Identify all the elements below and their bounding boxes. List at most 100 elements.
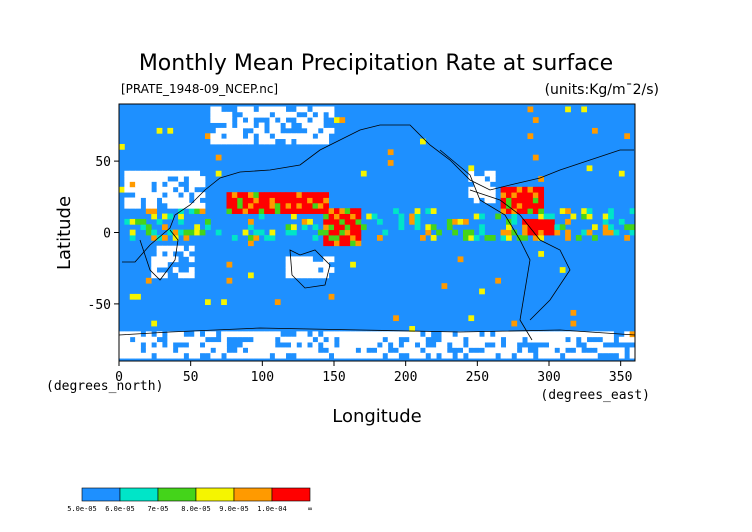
dry-cell <box>489 176 496 182</box>
precip-cell <box>119 143 125 150</box>
dry-cell <box>188 267 195 273</box>
precip-cell <box>506 224 512 231</box>
precip-cell <box>532 192 539 198</box>
dry-cell <box>124 342 131 348</box>
dry-cell <box>532 336 539 343</box>
dry-cell <box>387 352 394 359</box>
dry-cell <box>398 331 405 338</box>
dry-cell <box>129 170 136 177</box>
precip-cell <box>586 213 593 220</box>
precip-cell <box>538 186 545 193</box>
dry-cell <box>205 347 211 354</box>
dry-cell <box>420 352 426 359</box>
precip-cell <box>452 218 459 225</box>
dry-cell <box>178 347 184 354</box>
dry-cell <box>446 336 453 343</box>
y-axis: -50 0 50 <box>88 155 119 313</box>
precip-cell <box>296 202 303 209</box>
colorbar-segment <box>81 487 121 502</box>
dry-cell <box>414 331 421 338</box>
dry-cell <box>162 347 168 354</box>
dry-cell <box>167 192 174 198</box>
colorbar-label: 9.0e-05 <box>219 505 249 513</box>
dry-cell <box>151 176 158 182</box>
precip-cell <box>328 218 335 225</box>
precip-cell <box>323 234 330 241</box>
dry-cell <box>323 342 330 348</box>
precip-cell <box>231 192 238 198</box>
dry-cell <box>210 138 217 145</box>
precip-cell <box>516 197 523 204</box>
precip-cell <box>172 234 179 241</box>
precip-cell <box>608 208 614 214</box>
precip-cell <box>355 224 362 231</box>
dry-cell <box>403 342 410 348</box>
precip-cell <box>549 218 555 225</box>
precip-cell <box>414 213 421 220</box>
precip-cell <box>253 234 260 241</box>
dry-cell <box>317 111 324 118</box>
precip-cell <box>226 208 233 214</box>
dry-cell <box>317 122 324 129</box>
dry-cell <box>339 331 346 338</box>
precip-cell <box>269 234 276 241</box>
dry-cell <box>387 336 394 343</box>
dry-cell <box>226 352 233 359</box>
dry-cell <box>484 336 491 343</box>
precip-cell <box>162 234 168 241</box>
dry-cell <box>565 352 571 359</box>
precip-cell <box>532 234 539 241</box>
precip-cell <box>468 234 475 241</box>
precip-cell <box>538 213 545 220</box>
dry-cell <box>215 347 222 354</box>
precip-cell <box>581 229 588 236</box>
precip-cell <box>344 208 351 214</box>
precip-cell <box>618 170 625 177</box>
precip-cell <box>334 218 340 225</box>
precip-cell <box>264 234 270 241</box>
precip-cell <box>360 224 367 231</box>
dry-cell <box>328 256 335 263</box>
precip-cell <box>274 192 281 198</box>
dry-cell <box>199 347 206 354</box>
precip-cell <box>360 170 367 177</box>
dry-cell <box>194 197 201 204</box>
dry-cell <box>350 342 356 348</box>
dry-cell <box>393 336 399 343</box>
dry-cell <box>570 336 577 343</box>
dry-cell <box>468 336 475 343</box>
dry-cell <box>516 336 523 343</box>
precip-cell <box>145 229 152 236</box>
precip-cell <box>511 192 518 198</box>
precip-cell <box>167 127 174 134</box>
precip-cell <box>538 197 545 204</box>
precip-cell <box>301 218 308 225</box>
dry-cell <box>162 352 168 359</box>
dry-cell <box>258 352 265 359</box>
dry-cell <box>549 352 555 359</box>
dry-cell <box>258 111 265 118</box>
precip-cell <box>350 208 356 214</box>
colorbar-segment <box>271 487 311 502</box>
dry-cell <box>258 331 265 338</box>
precip-cell <box>296 192 303 198</box>
dry-cell <box>538 352 545 359</box>
precip-cell <box>323 208 330 214</box>
dry-cell <box>301 133 308 140</box>
dry-cell <box>264 111 270 118</box>
precip-cell <box>532 197 539 204</box>
dry-cell <box>231 331 238 338</box>
precip-cell <box>334 229 340 236</box>
dry-cell <box>188 342 195 348</box>
precip-cell <box>559 224 566 231</box>
precip-cell <box>307 202 313 209</box>
dry-cell <box>178 202 184 209</box>
precip-cell <box>506 202 512 209</box>
dry-cell <box>215 117 222 123</box>
dry-cell <box>409 342 416 348</box>
dry-cell <box>312 117 319 123</box>
dry-cell <box>484 331 491 338</box>
dry-cell <box>129 176 136 182</box>
precip-cell <box>479 229 485 236</box>
dry-cell <box>323 261 330 268</box>
